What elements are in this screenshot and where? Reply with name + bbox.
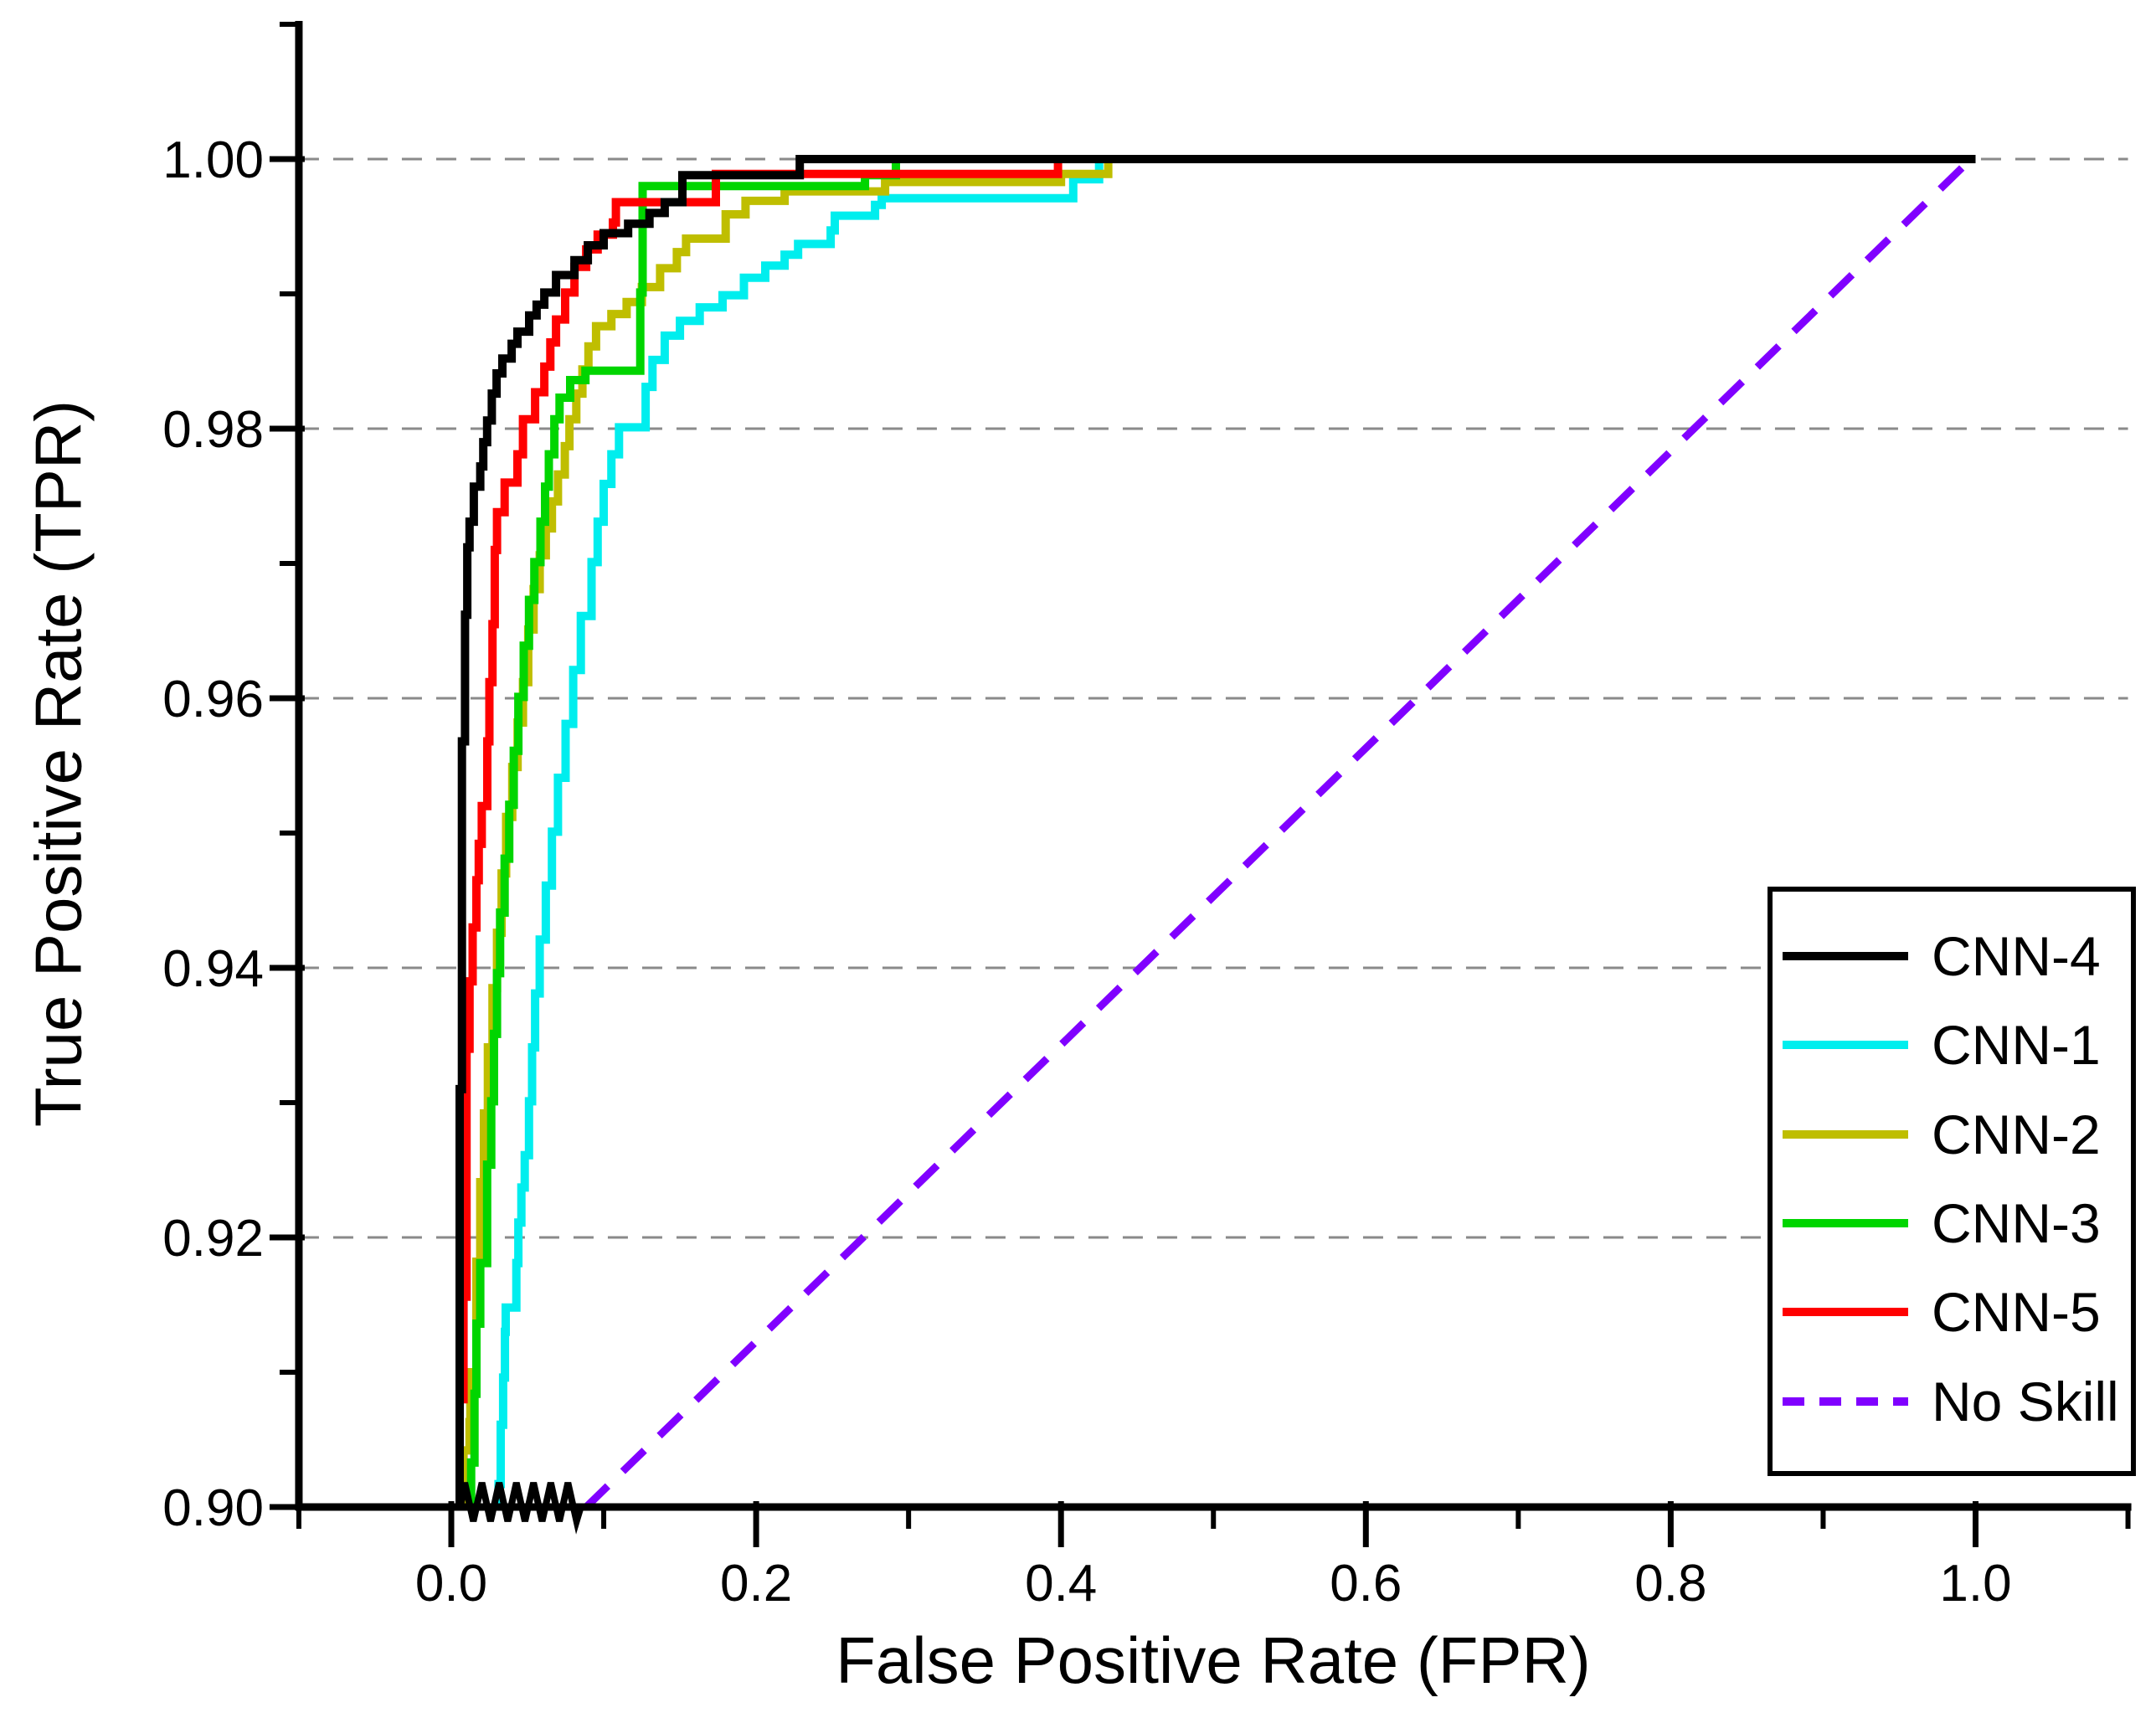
x-tick-label: 0.8 bbox=[1634, 1555, 1706, 1613]
legend-label: CNN-3 bbox=[1932, 1192, 2101, 1255]
legend-label: No Skill bbox=[1932, 1370, 2119, 1433]
x-axis-title: False Positive Rate (FPR) bbox=[836, 1623, 1591, 1697]
y-axis-title: True Positive Rate (TPR) bbox=[21, 399, 95, 1128]
legend-line-swatch bbox=[1783, 1219, 1908, 1228]
y-tick-label: 0.96 bbox=[162, 671, 264, 728]
legend-item-no-skill: No Skill bbox=[1773, 1357, 2131, 1446]
axis-break-zigzag bbox=[456, 1482, 584, 1535]
y-tick-label: 0.98 bbox=[162, 401, 264, 459]
legend-dashed-line-swatch bbox=[1783, 1397, 1908, 1406]
y-tick-label: 1.00 bbox=[162, 131, 264, 189]
legend-item-cnn-3: CNN-3 bbox=[1773, 1179, 2131, 1268]
x-tick-label: 0.2 bbox=[720, 1555, 792, 1613]
x-tick-label: 0.6 bbox=[1330, 1555, 1402, 1613]
legend-line-swatch bbox=[1783, 1129, 1908, 1139]
legend-line-swatch bbox=[1783, 952, 1908, 961]
legend-label: CNN-5 bbox=[1932, 1281, 2101, 1344]
series-line-CNN-1 bbox=[494, 159, 1104, 1507]
y-tick-label: 0.92 bbox=[162, 1210, 264, 1268]
y-tick-label: 0.94 bbox=[162, 940, 264, 998]
y-tick-label: 0.90 bbox=[162, 1479, 264, 1537]
legend-item-cnn-1: CNN-1 bbox=[1773, 1000, 2131, 1089]
x-tick-label: 1.0 bbox=[1939, 1555, 2011, 1613]
x-tick-label: 0.4 bbox=[1025, 1555, 1097, 1613]
no-skill-line bbox=[583, 156, 1974, 1510]
series-line-CNN-4 bbox=[455, 155, 1976, 1507]
legend-box: CNN-4 CNN-1 CNN-2 CNN-3 CNN-5 No Skill bbox=[1768, 887, 2136, 1476]
legend-line-swatch bbox=[1783, 1041, 1908, 1050]
legend-label: CNN-4 bbox=[1932, 925, 2101, 988]
series-line-CNN-2 bbox=[459, 159, 1113, 1507]
legend-item-cnn-5: CNN-5 bbox=[1773, 1268, 2131, 1356]
legend-label: CNN-2 bbox=[1932, 1103, 2101, 1165]
legend-line-swatch bbox=[1783, 1308, 1908, 1317]
legend-item-cnn-4: CNN-4 bbox=[1773, 912, 2131, 1000]
series-line-CNN-3 bbox=[466, 159, 900, 1507]
legend-item-cnn-2: CNN-2 bbox=[1773, 1090, 2131, 1179]
x-tick-label: 0.0 bbox=[415, 1555, 487, 1613]
legend-label: CNN-1 bbox=[1932, 1014, 2101, 1077]
